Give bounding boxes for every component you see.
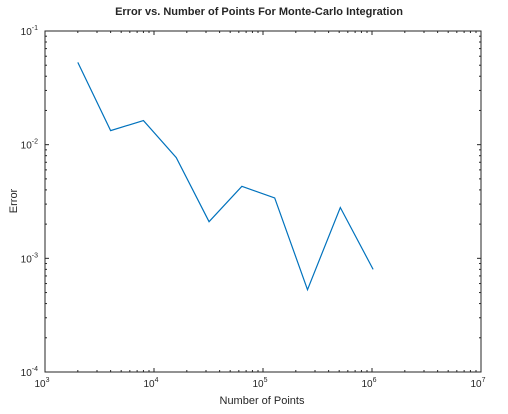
y-axis-label: Error [8,188,20,213]
x-tick-label: 106 [361,377,376,390]
y-axis-ticks: 10-4 10-3 10-2 10-1 [21,25,481,379]
series-line-0 [77,62,374,292]
x-tick-label: 103 [34,377,49,390]
x-axis-ticks: 103 104 105 106 107 [34,31,486,390]
x-axis-label: Number of Points [220,395,305,407]
y-tick-label: 10-1 [21,25,38,38]
series-group [77,62,374,292]
y-tick-label: 10-3 [21,252,38,265]
chart-title: Error vs. Number of Points For Monte-Car… [115,6,403,18]
plot-area: 103 104 105 106 107 10-4 10-3 10-2 10-1 [21,25,486,390]
axes-box [44,30,482,373]
x-tick-label: 105 [252,377,267,390]
x-tick-label: 104 [143,377,158,390]
y-tick-label: 10-4 [21,366,38,379]
x-tick-label: 107 [470,377,485,390]
y-tick-label: 10-2 [21,139,38,152]
